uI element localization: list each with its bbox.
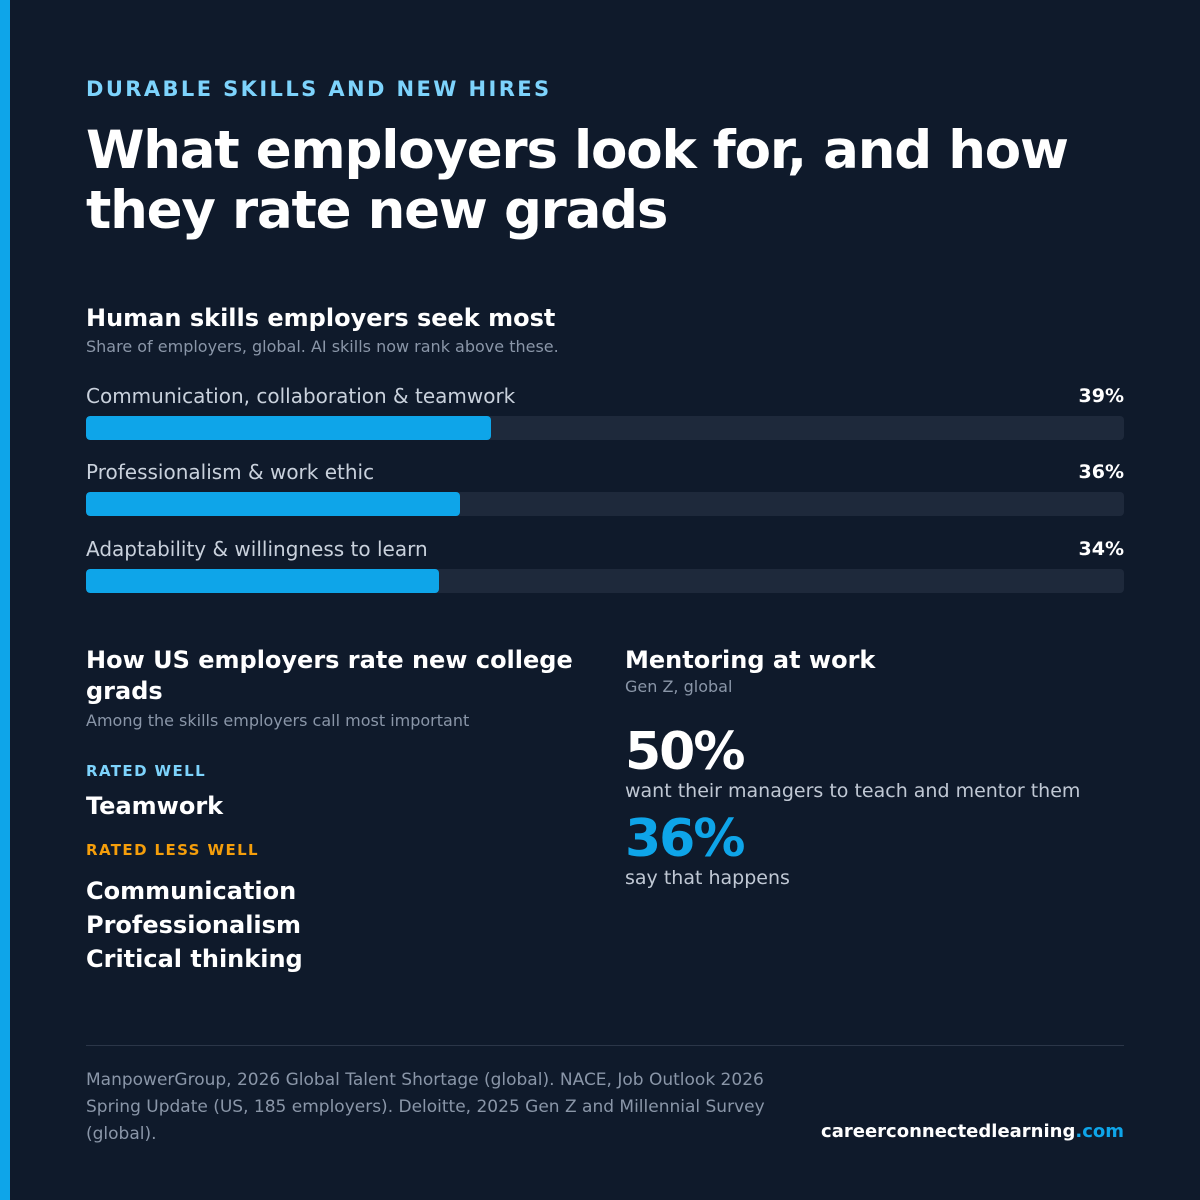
infographic: DURABLE SKILLS AND NEW HIRES What employ…: [86, 0, 1124, 1200]
skill-bar-row: Professionalism & work ethic 36%: [86, 459, 1124, 519]
skill-bar-value: 34%: [1078, 538, 1124, 560]
mentoring-section-subtitle: Gen Z, global: [625, 677, 733, 696]
skills-section-title: Human skills employers seek most: [86, 304, 556, 332]
rated-less-well-tag: RATED LESS WELL: [86, 841, 260, 859]
skill-bar-fill: [86, 416, 491, 440]
skill-bar-row: Communication, collaboration & teamwork …: [86, 383, 1124, 443]
skill-bar-label: Communication, collaboration & teamwork: [86, 384, 516, 408]
skill-bar-label: Professionalism & work ethic: [86, 460, 375, 484]
skill-bar-track: [86, 416, 1124, 440]
site-name: careerconnectedlearning: [821, 1121, 1076, 1142]
skill-bar-value: 39%: [1078, 385, 1124, 407]
skill-bar-fill: [86, 492, 460, 516]
skill-bar-fill: [86, 569, 439, 593]
ratings-section: How US employers rate new college grads …: [86, 645, 586, 976]
rated-less-well-list: Communication Professionalism Critical t…: [86, 874, 586, 976]
mentoring-stat-value: 50%: [625, 722, 745, 782]
mentoring-stat-description: want their managers to teach and mentor …: [625, 780, 1081, 802]
mentoring-stat-value: 36%: [625, 809, 745, 869]
site-tld: .com: [1075, 1121, 1124, 1142]
site-link[interactable]: careerconnectedlearning.com: [821, 1121, 1124, 1142]
skills-section-subtitle: Share of employers, global. AI skills no…: [86, 337, 559, 356]
mentoring-stat-description: say that happens: [625, 867, 790, 889]
accent-stripe: [0, 0, 10, 1200]
skills-section: Human skills employers seek most Share o…: [86, 303, 1124, 358]
sources-note: ManpowerGroup, 2026 Global Talent Shorta…: [86, 1070, 765, 1144]
rated-well-skill: Teamwork: [86, 792, 224, 820]
ratings-section-title: How US employers rate new college grads: [86, 646, 573, 705]
rated-less-well-skill: Professionalism: [86, 911, 301, 939]
rated-well-tag: RATED WELL: [86, 762, 207, 780]
mentoring-section-title: Mentoring at work: [625, 646, 876, 674]
footer-divider: [86, 1045, 1124, 1046]
rated-less-well-skill: Communication: [86, 877, 297, 905]
eyebrow-label: DURABLE SKILLS AND NEW HIRES: [86, 77, 552, 101]
skill-bar-label: Adaptability & willingness to learn: [86, 537, 428, 561]
skill-bar-value: 36%: [1078, 461, 1124, 483]
mentoring-section: Mentoring at work Gen Z, global 50% want…: [625, 645, 1124, 890]
skill-bar-row: Adaptability & willingness to learn 34%: [86, 536, 1124, 596]
skill-bar-track: [86, 569, 1124, 593]
ratings-section-subtitle: Among the skills employers call most imp…: [86, 711, 470, 730]
skill-bar-track: [86, 492, 1124, 516]
rated-less-well-skill: Critical thinking: [86, 945, 303, 973]
page-title: What employers look for, and how they ra…: [86, 120, 1069, 241]
